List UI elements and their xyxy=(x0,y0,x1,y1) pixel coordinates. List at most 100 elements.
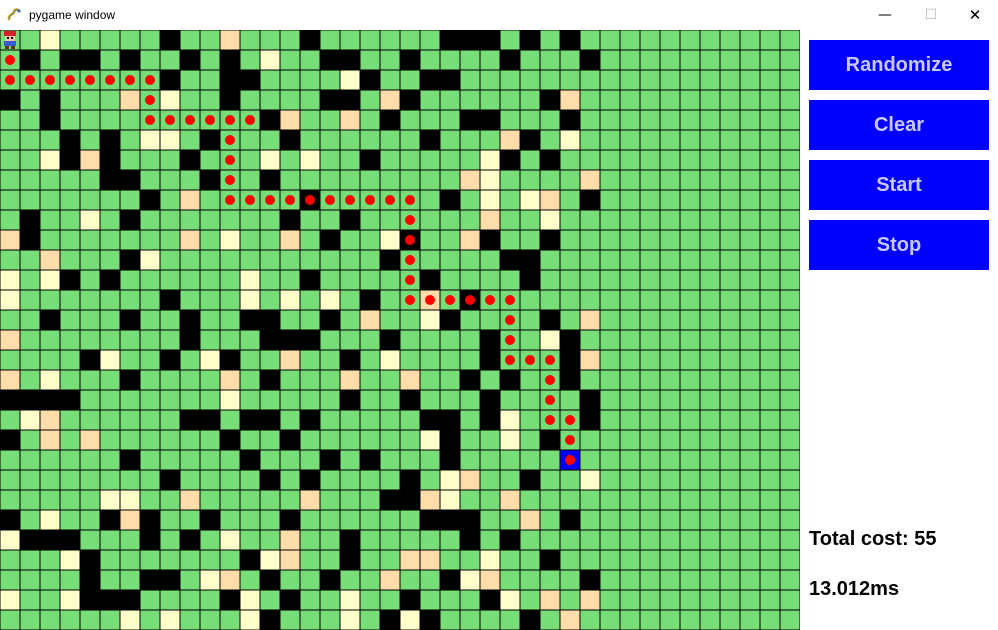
grid-cell[interactable] xyxy=(299,209,321,231)
wall-cell[interactable] xyxy=(259,109,281,131)
grid-cell[interactable] xyxy=(299,109,321,131)
grid-cell[interactable] xyxy=(619,369,641,391)
wall-cell[interactable] xyxy=(19,229,41,251)
grid-cell[interactable] xyxy=(199,269,221,291)
grid-cell[interactable] xyxy=(759,529,781,551)
grid-cell[interactable] xyxy=(259,389,281,411)
light-cell[interactable] xyxy=(459,569,481,591)
grid-cell[interactable] xyxy=(219,209,241,231)
grid-cell[interactable] xyxy=(639,129,661,151)
light-cell[interactable] xyxy=(339,69,361,91)
wall-cell[interactable] xyxy=(559,349,581,371)
grid-cell[interactable] xyxy=(459,129,481,151)
grid-cell[interactable] xyxy=(339,409,361,431)
grid-cell[interactable] xyxy=(639,249,661,271)
grid-cell[interactable] xyxy=(0,129,21,151)
grid-cell[interactable] xyxy=(359,529,381,551)
grid-cell[interactable] xyxy=(359,30,381,51)
wall-cell[interactable] xyxy=(499,529,521,551)
grid-cell[interactable] xyxy=(239,349,261,371)
grid-cell[interactable] xyxy=(779,329,800,351)
grid-cell[interactable] xyxy=(579,329,601,351)
grid-cell[interactable] xyxy=(779,369,800,391)
grid-cell[interactable] xyxy=(679,269,701,291)
grid-cell[interactable] xyxy=(759,449,781,471)
grid-cell[interactable] xyxy=(159,429,181,451)
grid-cell[interactable] xyxy=(319,489,341,511)
grid-cell[interactable] xyxy=(519,389,541,411)
grid-cell[interactable] xyxy=(179,169,201,191)
grid-cell[interactable] xyxy=(139,289,161,311)
grid-cell[interactable] xyxy=(219,489,241,511)
grid-cell[interactable] xyxy=(499,229,521,251)
grid-cell[interactable] xyxy=(0,309,21,331)
grid-cell[interactable] xyxy=(759,369,781,391)
grid-cell[interactable] xyxy=(459,49,481,71)
grid-cell[interactable] xyxy=(639,229,661,251)
wall-cell[interactable] xyxy=(259,169,281,191)
light-cell[interactable] xyxy=(559,129,581,151)
grid-cell[interactable] xyxy=(779,69,800,91)
grid-cell[interactable] xyxy=(179,469,201,491)
grid-cell[interactable] xyxy=(419,529,441,551)
grid-cell[interactable] xyxy=(619,609,641,630)
grid-cell[interactable] xyxy=(759,409,781,431)
grid-cell[interactable] xyxy=(39,189,61,211)
sand-cell[interactable] xyxy=(79,429,101,451)
grid-cell[interactable] xyxy=(199,469,221,491)
grid-cell[interactable] xyxy=(179,369,201,391)
grid-cell[interactable] xyxy=(539,449,561,471)
grid-cell[interactable] xyxy=(319,469,341,491)
grid-cell[interactable] xyxy=(679,30,701,51)
grid-cell[interactable] xyxy=(679,389,701,411)
wall-cell[interactable] xyxy=(79,549,101,571)
grid-cell[interactable] xyxy=(59,409,81,431)
grid-cell[interactable] xyxy=(379,389,401,411)
grid-cell[interactable] xyxy=(659,449,681,471)
light-cell[interactable] xyxy=(399,609,421,630)
grid-cell[interactable] xyxy=(579,109,601,131)
grid-cell[interactable] xyxy=(739,389,761,411)
grid-cell[interactable] xyxy=(19,89,41,111)
grid-cell[interactable] xyxy=(719,429,741,451)
grid-cell[interactable] xyxy=(59,369,81,391)
grid-cell[interactable] xyxy=(599,549,621,571)
light-cell[interactable] xyxy=(219,229,241,251)
grid-cell[interactable] xyxy=(659,369,681,391)
grid-cell[interactable] xyxy=(219,289,241,311)
grid-cell[interactable] xyxy=(719,30,741,51)
wall-cell[interactable] xyxy=(319,449,341,471)
wall-cell[interactable] xyxy=(439,309,461,331)
grid-cell[interactable] xyxy=(279,469,301,491)
grid-cell[interactable] xyxy=(619,89,641,111)
grid-cell[interactable] xyxy=(439,549,461,571)
grid-cell[interactable] xyxy=(419,109,441,131)
grid-cell[interactable] xyxy=(219,549,241,571)
grid-cell[interactable] xyxy=(599,89,621,111)
grid-cell[interactable] xyxy=(119,229,141,251)
grid-cell[interactable] xyxy=(19,149,41,171)
wall-cell[interactable] xyxy=(99,129,121,151)
grid-cell[interactable] xyxy=(759,30,781,51)
grid-cell[interactable] xyxy=(459,589,481,611)
grid-cell[interactable] xyxy=(39,349,61,371)
grid-cell[interactable] xyxy=(759,549,781,571)
grid-cell[interactable] xyxy=(639,369,661,391)
randomize-button[interactable]: Randomize xyxy=(809,40,989,90)
grid-cell[interactable] xyxy=(739,449,761,471)
grid-cell[interactable] xyxy=(19,569,41,591)
grid-cell[interactable] xyxy=(239,369,261,391)
grid-cell[interactable] xyxy=(679,469,701,491)
wall-cell[interactable] xyxy=(159,349,181,371)
grid-cell[interactable] xyxy=(659,529,681,551)
grid-cell[interactable] xyxy=(759,609,781,630)
grid-cell[interactable] xyxy=(559,529,581,551)
grid-cell[interactable] xyxy=(619,129,641,151)
grid-cell[interactable] xyxy=(359,129,381,151)
wall-cell[interactable] xyxy=(299,469,321,491)
grid-cell[interactable] xyxy=(279,269,301,291)
grid-cell[interactable] xyxy=(359,489,381,511)
grid-cell[interactable] xyxy=(339,309,361,331)
grid-cell[interactable] xyxy=(519,229,541,251)
grid-cell[interactable] xyxy=(539,289,561,311)
